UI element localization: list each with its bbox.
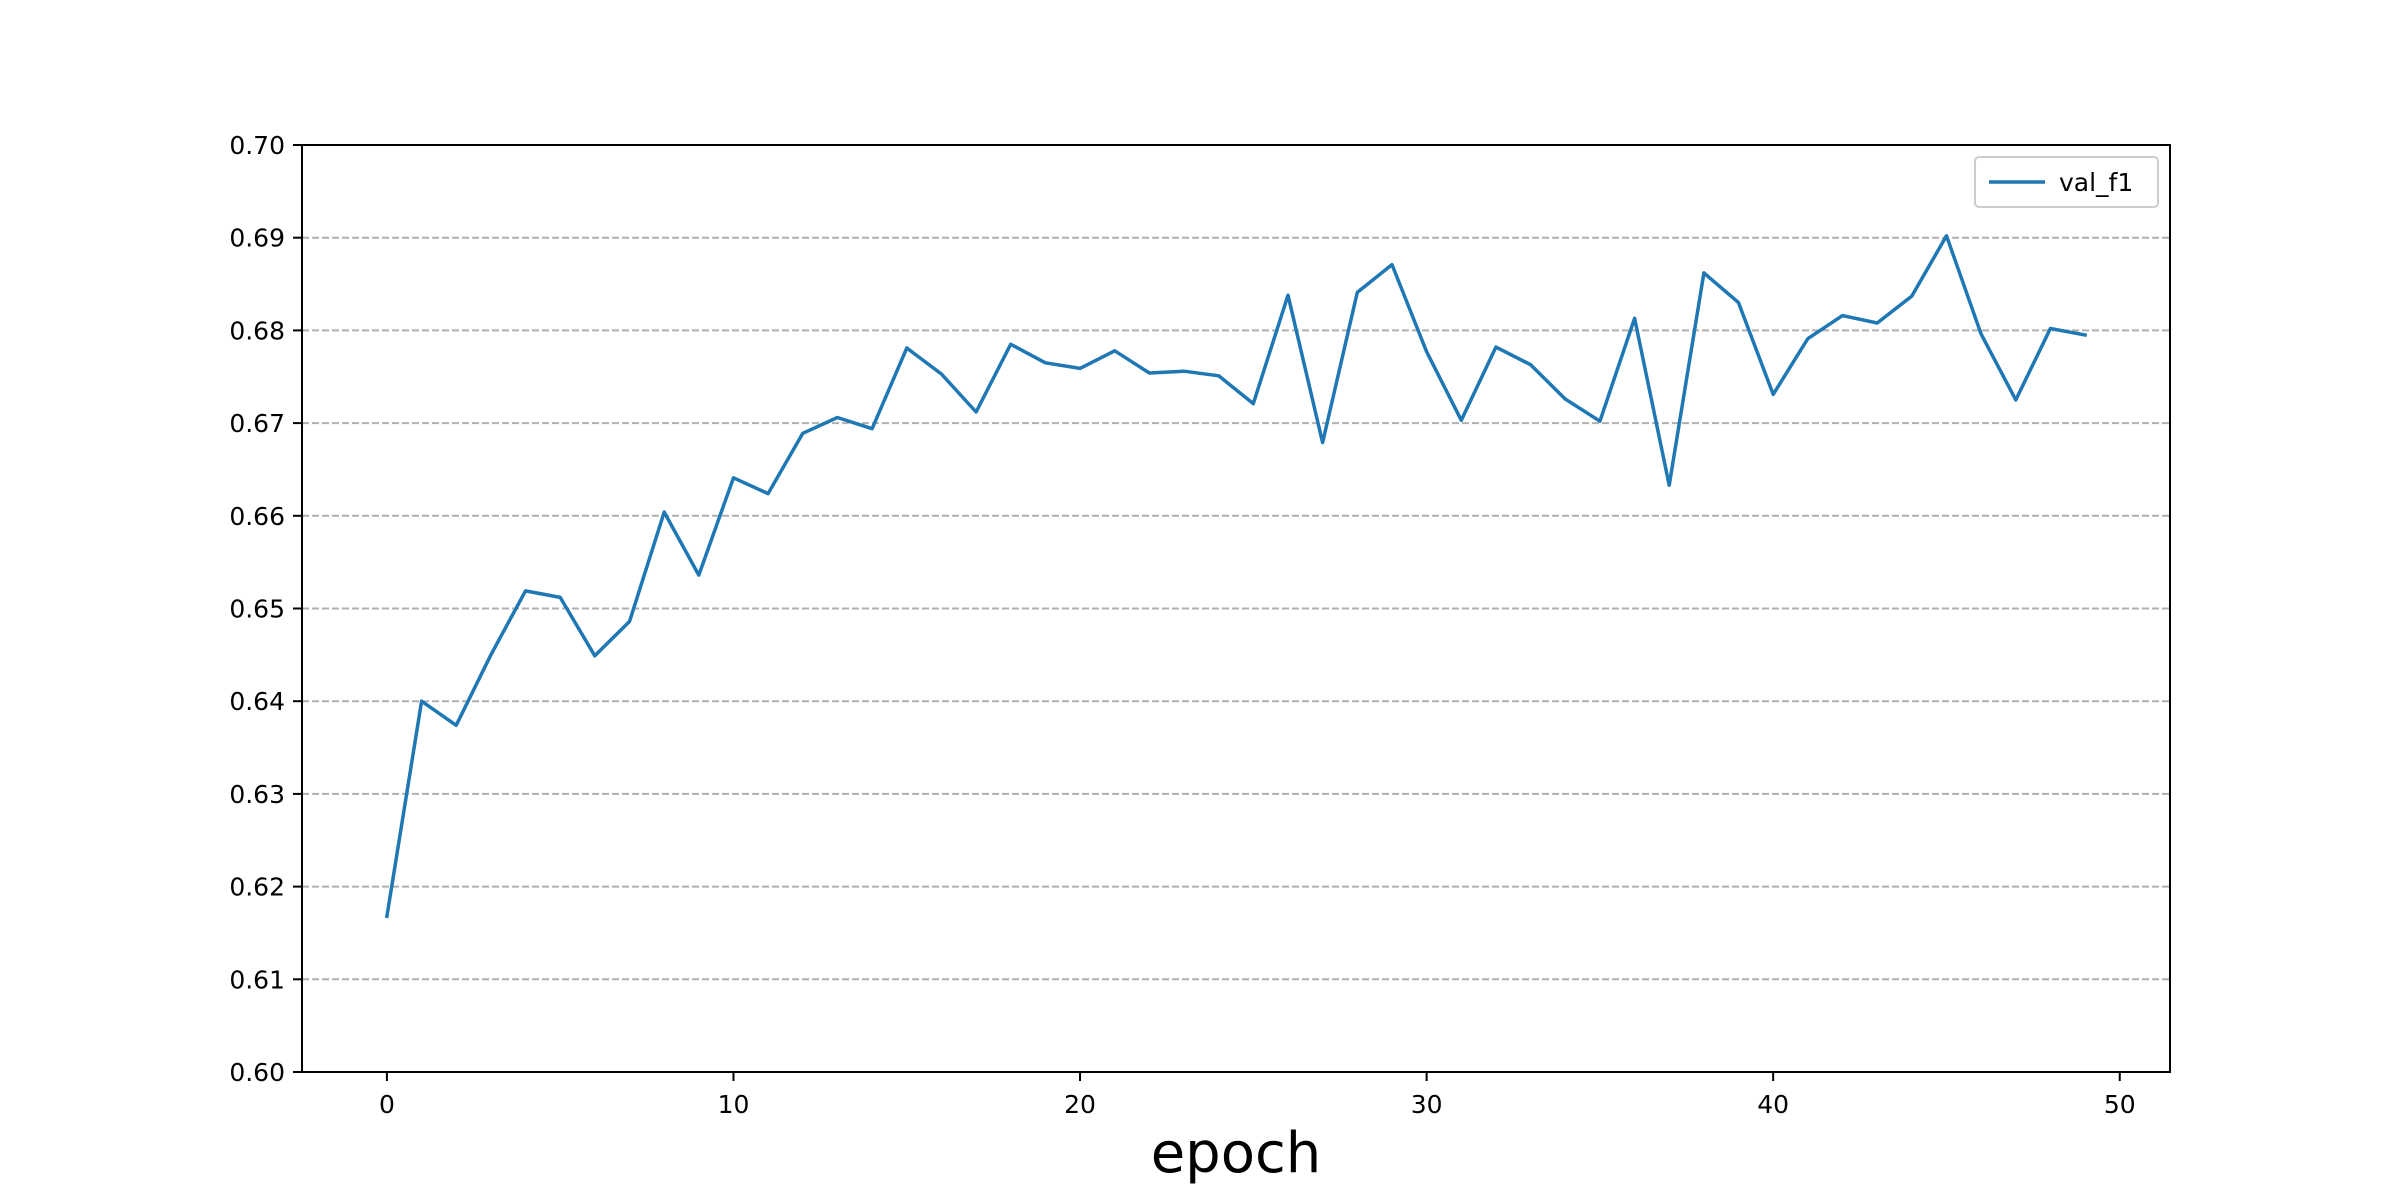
x-tick-label: 20 xyxy=(1064,1090,1096,1119)
series-line-val_f1 xyxy=(384,234,2088,919)
x-tick-label: 50 xyxy=(2104,1090,2136,1119)
series-lines xyxy=(384,234,2088,919)
y-tick-label: 0.68 xyxy=(229,316,285,345)
y-tick-label: 0.70 xyxy=(229,131,285,160)
legend: val_f1 xyxy=(1974,156,2159,208)
x-tick-label: 10 xyxy=(718,1090,750,1119)
y-tick-label: 0.62 xyxy=(229,873,285,902)
x-tick-label: 30 xyxy=(1411,1090,1443,1119)
legend-box xyxy=(1974,156,2159,208)
y-tick-label: 0.66 xyxy=(229,502,285,531)
y-tick-label: 0.64 xyxy=(229,687,285,716)
y-tick-label: 0.67 xyxy=(229,409,285,438)
y-tick-label: 0.60 xyxy=(229,1058,285,1087)
y-tick-label: 0.63 xyxy=(229,780,285,809)
y-gridlines xyxy=(302,236,2170,981)
x-tick-label: 40 xyxy=(1757,1090,1789,1119)
x-axis-ticks: 0 10 20 30 40 50 xyxy=(379,1072,2136,1119)
x-tick-label: 0 xyxy=(379,1090,395,1119)
y-tick-label: 0.61 xyxy=(229,965,285,994)
y-tick-label: 0.65 xyxy=(229,595,285,624)
y-axis-ticks: 0.60 0.61 0.62 0.63 0.64 0.65 0.66 0.67 0.68 0.69… xyxy=(229,131,302,1087)
y-tick-label: 0.69 xyxy=(229,224,285,253)
legend-label: val_f1 xyxy=(2059,168,2133,197)
x-axis-title: epoch xyxy=(1151,1121,1322,1186)
